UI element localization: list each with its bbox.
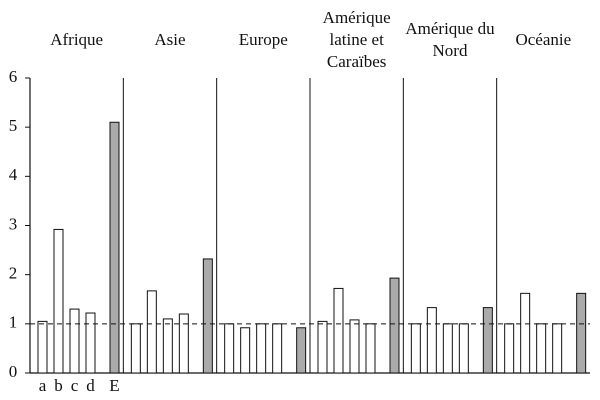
bar [256,323,267,374]
bar [482,307,493,374]
bar [504,323,515,374]
bar [146,290,157,374]
bar [365,323,376,374]
sub-label: c [71,376,79,395]
y-tick-label: 4 [9,165,18,184]
y-tick-label: 2 [9,264,18,283]
group-label: Afrique [50,30,104,49]
bar [442,323,453,374]
bar [109,121,120,374]
bar [552,323,563,374]
bar [426,307,437,374]
bar [520,292,531,374]
bar [458,323,469,374]
bar [37,320,48,374]
bar [53,228,64,374]
y-tick-label: 5 [9,116,18,135]
sub-label: b [54,376,63,395]
y-tick-label: 1 [9,313,18,332]
bar [410,323,421,374]
bar [85,312,96,374]
bar [178,313,189,374]
y-tick-label: 6 [9,67,18,86]
bar [296,327,307,374]
bar [349,319,360,374]
group-label: Europe [238,30,288,49]
sub-label: E [109,376,119,395]
bar [389,277,400,374]
bar [272,323,283,374]
bar [240,327,251,374]
bar [69,308,80,374]
y-tick-label: 0 [9,362,18,381]
bar [576,292,587,374]
group-label: Asie [154,30,186,49]
sub-label: a [39,376,47,395]
group-label: Amérique latine et Caraïbes [322,8,391,71]
bar [202,258,213,374]
bar [333,287,344,374]
bar [162,318,173,374]
bar [536,323,547,374]
y-tick-label: 3 [9,214,18,233]
bar [224,323,235,374]
sub-label: d [86,376,95,395]
group-label: Océanie [515,30,572,49]
bar [130,323,141,374]
group-label: Amérique du Nord [405,19,495,60]
bar [317,320,328,374]
